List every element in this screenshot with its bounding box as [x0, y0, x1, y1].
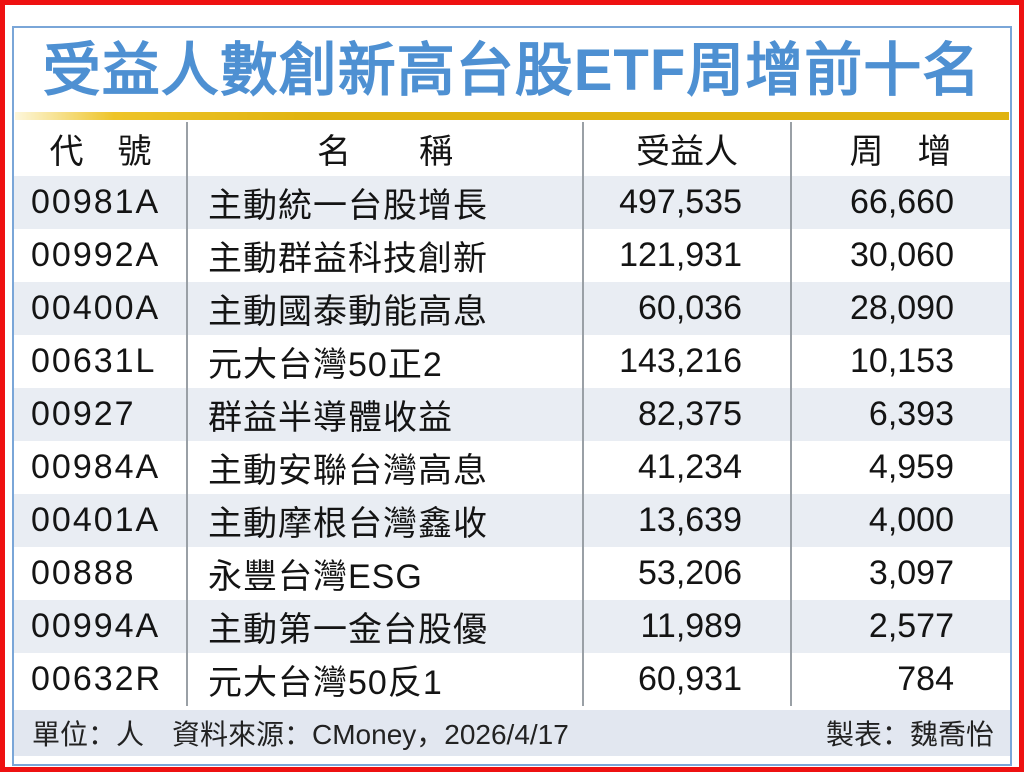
weekly-increase-cell: 784: [897, 660, 954, 698]
etf-name-cell: 主動安聯台灣高息: [208, 452, 488, 490]
etf-name-cell: 主動第一金台股優: [208, 611, 488, 649]
holders-count-cell: 60,036: [638, 289, 742, 327]
holders-count-cell: 82,375: [638, 395, 742, 433]
etf-code-cell: 00992A: [31, 236, 161, 274]
table-row: 00888 永豐台灣ESG 53,206 3,097: [14, 547, 1010, 600]
etf-name-cell: 群益半導體收益: [208, 399, 453, 437]
etf-code-cell: 00401A: [31, 501, 161, 539]
etf-code-cell: 00984A: [31, 448, 161, 486]
accent-divider-bar: [15, 112, 1009, 120]
table-row: 00992A 主動群益科技創新 121,931 30,060: [14, 229, 1010, 282]
column-divider: [790, 122, 792, 706]
etf-code-cell: 00981A: [31, 183, 161, 221]
etf-name-cell: 主動國泰動能高息: [208, 293, 488, 331]
table-row: 00400A 主動國泰動能高息 60,036 28,090: [14, 282, 1010, 335]
table-row: 00994A 主動第一金台股優 11,989 2,577: [14, 600, 1010, 653]
weekly-increase-cell: 4,959: [868, 448, 954, 486]
column-divider: [582, 122, 584, 706]
holders-count-cell: 143,216: [619, 342, 742, 380]
etf-name-cell: 元大台灣50正2: [208, 346, 443, 384]
etf-code-cell: 00994A: [31, 607, 161, 645]
etf-code-cell: 00927: [31, 395, 136, 433]
etf-name-cell: 主動群益科技創新: [208, 240, 488, 278]
col-header-holders: 受益人: [636, 132, 738, 171]
weekly-increase-cell: 6,393: [868, 395, 954, 433]
table-header-row: 代 號 名 稱 受益人 周 增: [14, 120, 1010, 176]
weekly-increase-cell: 10,153: [850, 342, 954, 380]
footer-credit: 製表：魏喬怡: [825, 719, 994, 750]
weekly-increase-cell: 3,097: [868, 554, 954, 592]
column-divider: [186, 122, 188, 706]
table-row: 00401A 主動摩根台灣鑫收 13,639 4,000: [14, 494, 1010, 547]
holders-count-cell: 60,931: [638, 660, 742, 698]
table-row: 00632R 元大台灣50反1 60,931 784: [14, 653, 1010, 706]
etf-name-cell: 主動摩根台灣鑫收: [208, 505, 488, 543]
weekly-increase-cell: 28,090: [850, 289, 954, 327]
holders-count-cell: 13,639: [638, 501, 742, 539]
col-header-name: 名 稱: [317, 132, 453, 171]
footer-bar: 單位：人 資料來源：CMoney，2026/4/17 製表：魏喬怡: [14, 710, 1010, 756]
holders-count-cell: 53,206: [638, 554, 742, 592]
holders-count-cell: 497,535: [619, 183, 742, 221]
etf-name-cell: 元大台灣50反1: [208, 664, 443, 702]
table-row: 00631L 元大台灣50正2 143,216 10,153: [14, 335, 1010, 388]
content-frame: 受益人數創新高台股ETF周增前十名 代 號 名 稱 受益人 周 增 00981A…: [12, 26, 1012, 766]
etf-name-cell: 永豐台灣ESG: [208, 558, 423, 596]
etf-code-cell: 00400A: [31, 289, 161, 327]
weekly-increase-cell: 2,577: [868, 607, 954, 645]
holders-count-cell: 121,931: [619, 236, 742, 274]
table-row: 00984A 主動安聯台灣高息 41,234 4,959: [14, 441, 1010, 494]
weekly-increase-cell: 4,000: [868, 501, 954, 539]
weekly-increase-cell: 66,660: [850, 183, 954, 221]
etf-code-cell: 00888: [31, 554, 136, 592]
table-row: 00981A 主動統一台股增長 497,535 66,660: [14, 176, 1010, 229]
table-body: 00981A 主動統一台股增長 497,535 66,660 00992A 主動…: [14, 176, 1010, 706]
etf-code-cell: 00631L: [31, 342, 157, 380]
holders-count-cell: 11,989: [640, 607, 742, 645]
etf-code-cell: 00632R: [31, 660, 163, 698]
weekly-increase-cell: 30,060: [850, 236, 954, 274]
col-header-code: 代 號: [49, 132, 152, 171]
col-header-weekly: 周 增: [849, 132, 952, 171]
page-title: 受益人數創新高台股ETF周增前十名: [42, 38, 982, 103]
footer-source-note: 單位：人 資料來源：CMoney，2026/4/17: [32, 719, 569, 750]
holders-count-cell: 41,234: [638, 448, 742, 486]
table-row: 00927 群益半導體收益 82,375 6,393: [14, 388, 1010, 441]
etf-name-cell: 主動統一台股增長: [208, 187, 488, 225]
etf-table: 代 號 名 稱 受益人 周 增 00981A 主動統一台股增長 497,535 …: [14, 120, 1010, 706]
